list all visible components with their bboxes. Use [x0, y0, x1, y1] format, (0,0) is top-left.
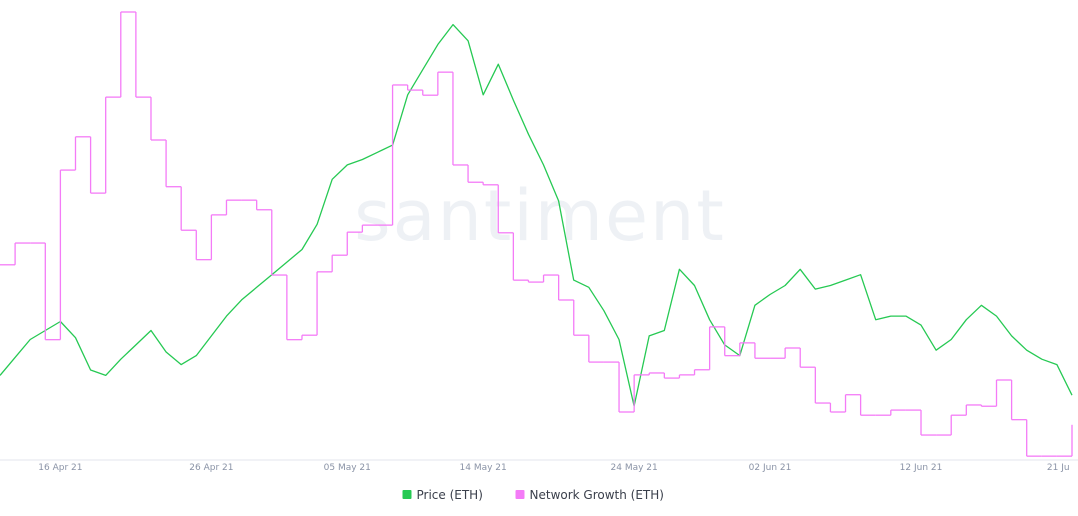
x-tick-label: 21 Ju: [1047, 463, 1070, 473]
x-tick-label: 16 Apr 21: [38, 463, 82, 473]
x-tick-label: 26 Apr 21: [189, 463, 233, 473]
x-tick-label: 05 May 21: [324, 463, 371, 473]
watermark: santiment: [354, 175, 726, 257]
x-tick-label: 24 May 21: [611, 463, 658, 473]
series-steps: [0, 11, 1073, 457]
price-line: [0, 23, 1073, 407]
legend-label: Network Growth (ETH): [530, 488, 664, 502]
x-tick-label: 02 Jun 21: [749, 463, 792, 473]
x-tick-label: 12 Jun 21: [900, 463, 943, 473]
legend-swatch: [402, 490, 412, 499]
legend-item: Price (ETH): [402, 488, 483, 502]
legend-swatch: [515, 490, 525, 499]
x-tick-label: 14 May 21: [460, 463, 507, 473]
legend-item: Network Growth (ETH): [515, 488, 664, 502]
legend-label: Price (ETH): [417, 488, 483, 502]
